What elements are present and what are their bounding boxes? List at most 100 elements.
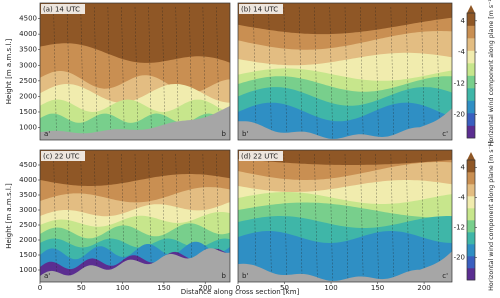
streamline bbox=[253, 153, 257, 282]
colorbar-swatch bbox=[467, 13, 475, 26]
streamline bbox=[161, 6, 166, 140]
streamline bbox=[134, 153, 139, 282]
colorbar-tick-label: 4 bbox=[461, 164, 466, 172]
streamline bbox=[268, 153, 272, 282]
streamline bbox=[121, 6, 125, 140]
y-axis-label: Height [m a.m.s.l.] bbox=[5, 39, 13, 105]
streamline bbox=[66, 153, 71, 282]
colorbar-tick-label: -12 bbox=[454, 79, 465, 87]
y-tick-label: 2500 bbox=[19, 77, 37, 85]
colorbar-swatch bbox=[467, 196, 475, 209]
colorbar-extend bbox=[467, 152, 475, 160]
colorbar-swatch bbox=[467, 25, 475, 39]
title-box bbox=[41, 151, 85, 161]
streamline bbox=[360, 153, 364, 282]
x-tick-label: 200 bbox=[417, 284, 430, 292]
y-tick-label: 4500 bbox=[19, 15, 37, 23]
panel-title: (a) 14 UTC bbox=[43, 6, 80, 14]
colorbar-tick-label: 4 bbox=[461, 17, 466, 25]
colorbar-tick-label: -20 bbox=[454, 254, 465, 262]
corner-label: a' bbox=[44, 272, 50, 280]
x-tick-label: 150 bbox=[157, 284, 170, 292]
colorbar-swatch bbox=[467, 220, 475, 233]
panel bbox=[40, 3, 230, 140]
colorbar-swatch bbox=[467, 100, 475, 114]
y-tick-label: 3000 bbox=[19, 206, 37, 214]
x-tick-label: 100 bbox=[324, 284, 337, 292]
y-tick-label: 2000 bbox=[19, 236, 37, 244]
streamline bbox=[298, 153, 303, 282]
streamline bbox=[329, 153, 333, 282]
corner-label: b' bbox=[242, 272, 248, 280]
streamline bbox=[148, 153, 152, 282]
streamline bbox=[405, 153, 410, 282]
streamline bbox=[148, 6, 152, 140]
colorbar-swatch bbox=[467, 172, 475, 185]
x-tick-label: 0 bbox=[236, 284, 240, 292]
colorbar-swatch bbox=[467, 256, 475, 269]
colorbar-swatch bbox=[467, 160, 475, 173]
x-tick-label: 100 bbox=[116, 284, 129, 292]
frame bbox=[237, 2, 453, 141]
colorbar-tick-label: -4 bbox=[458, 48, 466, 56]
colorbar-swatch bbox=[467, 208, 475, 221]
streamline bbox=[202, 6, 207, 140]
y-tick-label: 2000 bbox=[19, 92, 37, 100]
streamline bbox=[283, 153, 288, 282]
corner-label: b bbox=[222, 272, 227, 280]
wind-field bbox=[238, 231, 452, 282]
y-tick-label: 3000 bbox=[19, 61, 37, 69]
y-tick-label: 3500 bbox=[19, 46, 37, 54]
streamline bbox=[80, 153, 84, 282]
streamline bbox=[80, 6, 84, 140]
streamline bbox=[134, 6, 139, 140]
colorbar-frame bbox=[466, 12, 476, 139]
x-tick-label: 0 bbox=[38, 284, 42, 292]
y-tick-label: 4000 bbox=[19, 30, 37, 38]
x-tick-label: 50 bbox=[280, 284, 289, 292]
panel-title: (b) 14 UTC bbox=[241, 6, 278, 14]
colorbar-label: Horizontal wind component along plane [m… bbox=[488, 141, 495, 291]
streamline bbox=[421, 6, 425, 140]
title-box bbox=[239, 4, 283, 14]
streamline bbox=[94, 6, 98, 140]
terrain bbox=[40, 106, 230, 140]
corner-label: c' bbox=[442, 130, 448, 138]
streamline bbox=[107, 6, 112, 140]
streamline bbox=[268, 6, 272, 140]
streamline bbox=[360, 6, 364, 140]
x-tick-label: 200 bbox=[199, 284, 212, 292]
streamline bbox=[375, 153, 379, 282]
corner-label: b bbox=[222, 130, 227, 138]
streamline bbox=[421, 153, 425, 282]
x-tick-label: 50 bbox=[77, 284, 86, 292]
wind-field bbox=[238, 102, 452, 140]
panel-title: (d) 22 UTC bbox=[241, 153, 278, 161]
streamline bbox=[344, 153, 349, 282]
colorbar-swatch bbox=[467, 232, 475, 245]
terrain bbox=[40, 248, 230, 282]
streamline bbox=[253, 6, 257, 140]
streamline bbox=[175, 6, 179, 140]
x-axis-label: Distance along cross section [km] bbox=[181, 288, 300, 296]
streamline bbox=[436, 6, 440, 140]
panel bbox=[238, 150, 452, 282]
panel bbox=[238, 3, 452, 140]
streamline bbox=[390, 6, 395, 140]
y-tick-label: 1000 bbox=[19, 124, 37, 132]
y-tick-label: 2500 bbox=[19, 221, 37, 229]
y-tick-label: 4000 bbox=[19, 176, 37, 184]
streamline bbox=[53, 153, 57, 282]
colorbar-tick-label: -4 bbox=[458, 194, 466, 202]
colorbar-swatch bbox=[467, 125, 475, 139]
streamline bbox=[375, 6, 379, 140]
colorbar-label: Horizontal wind component along plane [m… bbox=[488, 0, 495, 146]
y-tick-label: 1500 bbox=[19, 251, 37, 259]
title-box bbox=[239, 151, 283, 161]
colorbar-swatch bbox=[467, 50, 475, 64]
streamline bbox=[314, 6, 318, 140]
terrain bbox=[238, 108, 452, 140]
y-tick-label: 1000 bbox=[19, 266, 37, 274]
colorbar-swatch bbox=[467, 244, 475, 257]
streamline bbox=[314, 153, 318, 282]
